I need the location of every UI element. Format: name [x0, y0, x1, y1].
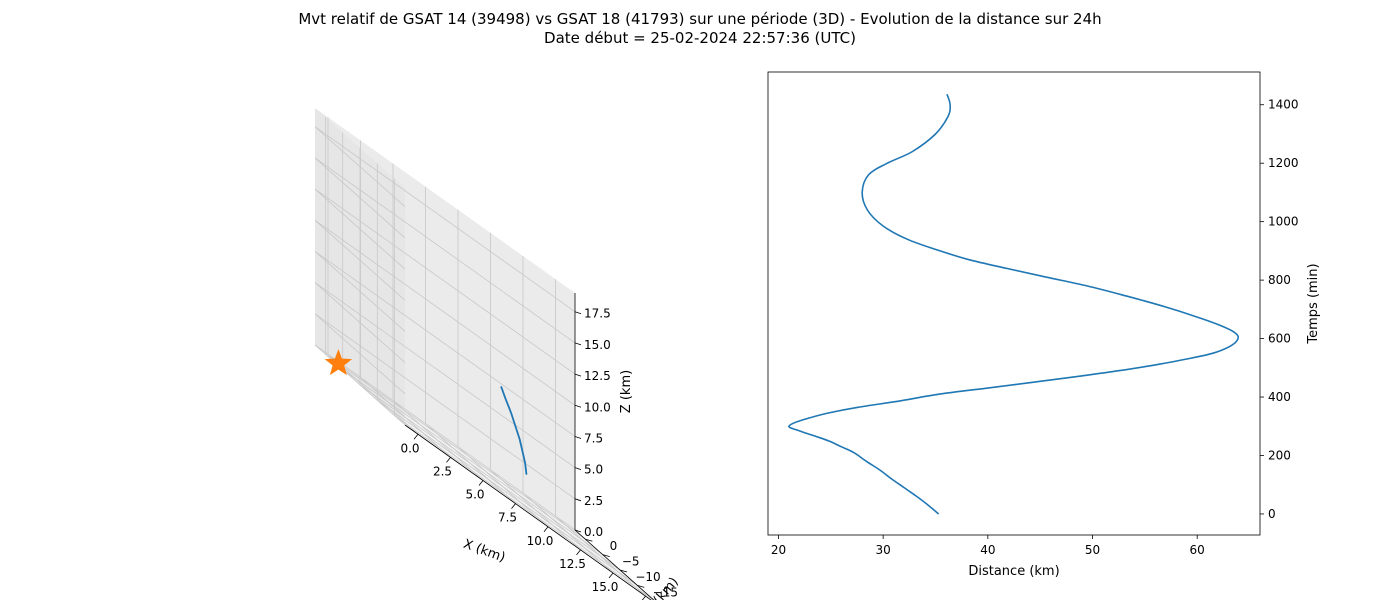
z-tick	[574, 436, 582, 439]
y-tick-label: −15	[653, 585, 678, 599]
plot-frame	[767, 71, 1261, 536]
plot-3d-relative-motion: 0.0 2.5 5.0 7.5 10.0 12.5 15.0 17.5 X (km) 0 −5−10…	[314, 108, 682, 600]
y-tick-label: 1000	[1268, 215, 1299, 229]
x-axis-label: X (km)	[461, 537, 507, 566]
grid-line-z	[314, 282, 576, 468]
z-tick-label: 5.0	[584, 463, 603, 477]
x-tick-label: 5.0	[465, 488, 484, 502]
z-tick-label: 7.5	[584, 431, 603, 445]
grid-line-z	[314, 126, 576, 313]
figure-title: Mvt relatif de GSAT 14 (39498) vs GSAT 1…	[0, 10, 1400, 48]
z-tick-label: 0.0	[584, 525, 603, 539]
y-tick-label: 800	[1268, 273, 1291, 287]
y-tick-label: 1200	[1268, 156, 1299, 170]
figure-title-line-2: Date début = 25-02-2024 22:57:36 (UTC)	[544, 29, 856, 47]
y-tick-label: 200	[1268, 448, 1291, 462]
x-tick-label: 60	[1190, 543, 1205, 557]
reference-star-marker	[324, 349, 353, 376]
y-tick-label: 400	[1268, 390, 1291, 404]
z-tick	[574, 467, 582, 471]
x-tick-label: 7.5	[498, 511, 517, 525]
x-axis-line	[404, 424, 652, 600]
z-tick-label: 17.5	[584, 307, 611, 321]
x-tick-label: 0.0	[400, 441, 419, 455]
x-tick	[478, 480, 484, 486]
x-tick-label: 12.5	[559, 557, 586, 571]
x-axis-label: Distance (km)	[968, 564, 1059, 579]
x-tick	[511, 503, 516, 509]
x-tick	[641, 595, 646, 600]
z-tick-label: 12.5	[584, 369, 611, 383]
grid-line-z	[314, 344, 576, 531]
x-tick	[543, 526, 549, 532]
z-tick	[574, 342, 582, 346]
y-tick	[637, 585, 645, 588]
x-tick-label: 2.5	[433, 464, 452, 478]
x-tick	[413, 434, 419, 440]
z-tick-label: 10.0	[584, 400, 611, 414]
x-tick-label: 50	[1085, 543, 1100, 557]
z-axis-label: Z (km)	[619, 370, 634, 413]
x-tick-label: 40	[980, 543, 995, 557]
grid-line-z	[314, 251, 576, 437]
y-tick	[585, 538, 593, 542]
y-axis-label: Temps (min)	[1306, 263, 1321, 344]
figure-title-line-1: Mvt relatif de GSAT 14 (39498) vs GSAT 1…	[298, 10, 1102, 28]
x-tick-label: 10.0	[527, 534, 554, 548]
y-tick-label: 600	[1268, 332, 1291, 346]
z-tick-label: 2.5	[584, 494, 603, 508]
y-tick-label: 0	[1268, 507, 1276, 521]
z-tick	[574, 373, 582, 377]
series-distance-line	[788, 93, 1240, 515]
grid-line-z	[314, 188, 576, 375]
y-tick-label: −10	[635, 570, 660, 584]
z-tick	[574, 311, 582, 315]
z-tick	[574, 404, 582, 408]
y-tick-label: 0	[610, 539, 618, 553]
x-tick	[608, 572, 614, 579]
x-tick-label: 15.0	[592, 580, 619, 594]
x-tick	[576, 549, 581, 556]
x-tick-label: 20	[771, 543, 786, 557]
y-tick-label: −5	[622, 555, 640, 569]
x-tick	[446, 457, 451, 463]
series-trajectory-line	[500, 386, 528, 475]
z-tick-label: 15.0	[584, 338, 611, 352]
z-tick	[574, 529, 582, 533]
y-tick	[602, 554, 610, 557]
y-tick	[619, 569, 628, 573]
grid-line-z	[314, 219, 576, 406]
grid-line-z	[314, 313, 576, 500]
z-tick	[574, 498, 582, 502]
x-tick-label: 30	[876, 543, 891, 557]
grid-line-z	[314, 157, 576, 344]
y-tick-label: 1400	[1268, 98, 1299, 112]
plot-distance-vs-time: 20 30 40 50 60 Distance (km) 0 200 400 600 800 1000…	[767, 71, 1321, 579]
